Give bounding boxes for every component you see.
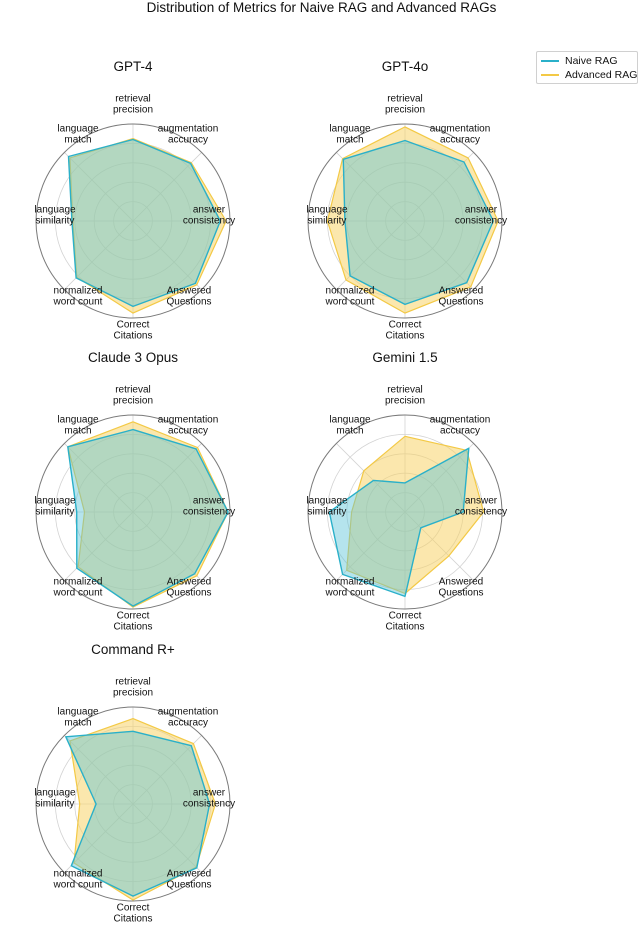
axis-label: augmentation accuracy	[158, 124, 219, 146]
axis-label: language similarity	[34, 788, 76, 810]
chart-title-gpt-4: GPT-4	[113, 59, 153, 74]
axis-label: retrieval precision	[385, 94, 425, 116]
axis-label: augmentation accuracy	[158, 707, 219, 729]
chart-title-command-r-: Command R+	[91, 642, 175, 657]
axis-label: answer consistency	[183, 205, 235, 227]
axis-label: retrieval precision	[385, 385, 425, 407]
axis-label: language similarity	[306, 205, 348, 227]
series-advanced-rag	[67, 421, 229, 608]
axis-label: normalized word count	[53, 869, 103, 891]
legend-label-advanced: Advanced RAG	[565, 69, 638, 81]
axis-label: Answered Questions	[166, 869, 211, 891]
chart-title-gpt-4o: GPT-4o	[382, 59, 429, 74]
axis-label: language similarity	[34, 205, 76, 227]
axis-label: language similarity	[34, 496, 76, 518]
axis-label: language match	[57, 707, 99, 729]
axis-label: retrieval precision	[113, 677, 153, 699]
axis-label: language match	[57, 124, 99, 146]
axis-label: normalized word count	[53, 577, 103, 599]
legend: Naive RAG Advanced RAG	[536, 51, 638, 84]
axis-label: Correct Citations	[114, 611, 153, 633]
series-naive-rag	[67, 138, 222, 308]
series-naive-rag	[67, 428, 229, 607]
axis-label: augmentation accuracy	[430, 415, 491, 437]
legend-swatch-naive	[541, 60, 559, 62]
axis-label: Correct Citations	[386, 320, 425, 342]
figure-title: Distribution of Metrics for Naive RAG an…	[146, 0, 497, 15]
radar-frame	[35, 123, 231, 319]
axis-label: language match	[329, 415, 371, 437]
axis-label: normalized word count	[53, 286, 103, 308]
legend-label-naive: Naive RAG	[565, 55, 618, 67]
radar-frame	[307, 123, 503, 319]
series-naive-rag	[65, 730, 211, 897]
radar-frame	[35, 414, 231, 610]
radar-frame	[35, 706, 231, 902]
axis-label: normalized word count	[325, 577, 375, 599]
axis-label: answer consistency	[455, 205, 507, 227]
axis-label: language similarity	[306, 496, 348, 518]
axis-label: Correct Citations	[114, 903, 153, 925]
axis-label: Answered Questions	[166, 577, 211, 599]
axis-label: answer consistency	[183, 496, 235, 518]
axis-label: language match	[329, 124, 371, 146]
chart-title-claude-3-opus: Claude 3 Opus	[88, 350, 178, 365]
axis-label: answer consistency	[455, 496, 507, 518]
series-advanced-rag	[69, 138, 227, 314]
axis-label: retrieval precision	[113, 385, 153, 407]
axis-label: Correct Citations	[386, 611, 425, 633]
axis-label: Correct Citations	[114, 320, 153, 342]
axis-label: Answered Questions	[438, 577, 483, 599]
axis-label: normalized word count	[325, 286, 375, 308]
axis-label: augmentation accuracy	[430, 124, 491, 146]
series-advanced-rag	[326, 126, 499, 314]
series-naive-rag	[342, 139, 494, 306]
legend-swatch-advanced	[541, 74, 559, 76]
axis-label: Answered Questions	[166, 286, 211, 308]
chart-title-gemini-1-5: Gemini 1.5	[372, 350, 437, 365]
axis-label: retrieval precision	[113, 94, 153, 116]
series-naive-rag	[328, 447, 470, 598]
radar-frame	[307, 414, 503, 610]
axis-label: language match	[57, 415, 99, 437]
axis-label: augmentation accuracy	[158, 415, 219, 437]
axis-label: Answered Questions	[438, 286, 483, 308]
series-advanced-rag	[69, 717, 216, 901]
axis-label: answer consistency	[183, 788, 235, 810]
